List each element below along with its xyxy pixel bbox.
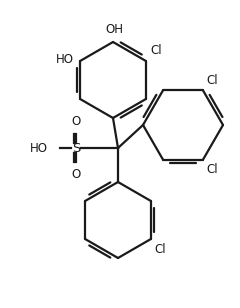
Text: Cl: Cl: [154, 243, 166, 256]
Text: O: O: [71, 115, 81, 128]
Text: OH: OH: [105, 23, 123, 36]
Text: S: S: [72, 141, 80, 155]
Text: HO: HO: [56, 52, 74, 66]
Text: Cl: Cl: [206, 163, 218, 176]
Text: HO: HO: [30, 141, 48, 155]
Text: O: O: [71, 168, 81, 181]
Text: Cl: Cl: [150, 44, 162, 57]
Text: Cl: Cl: [206, 74, 218, 87]
